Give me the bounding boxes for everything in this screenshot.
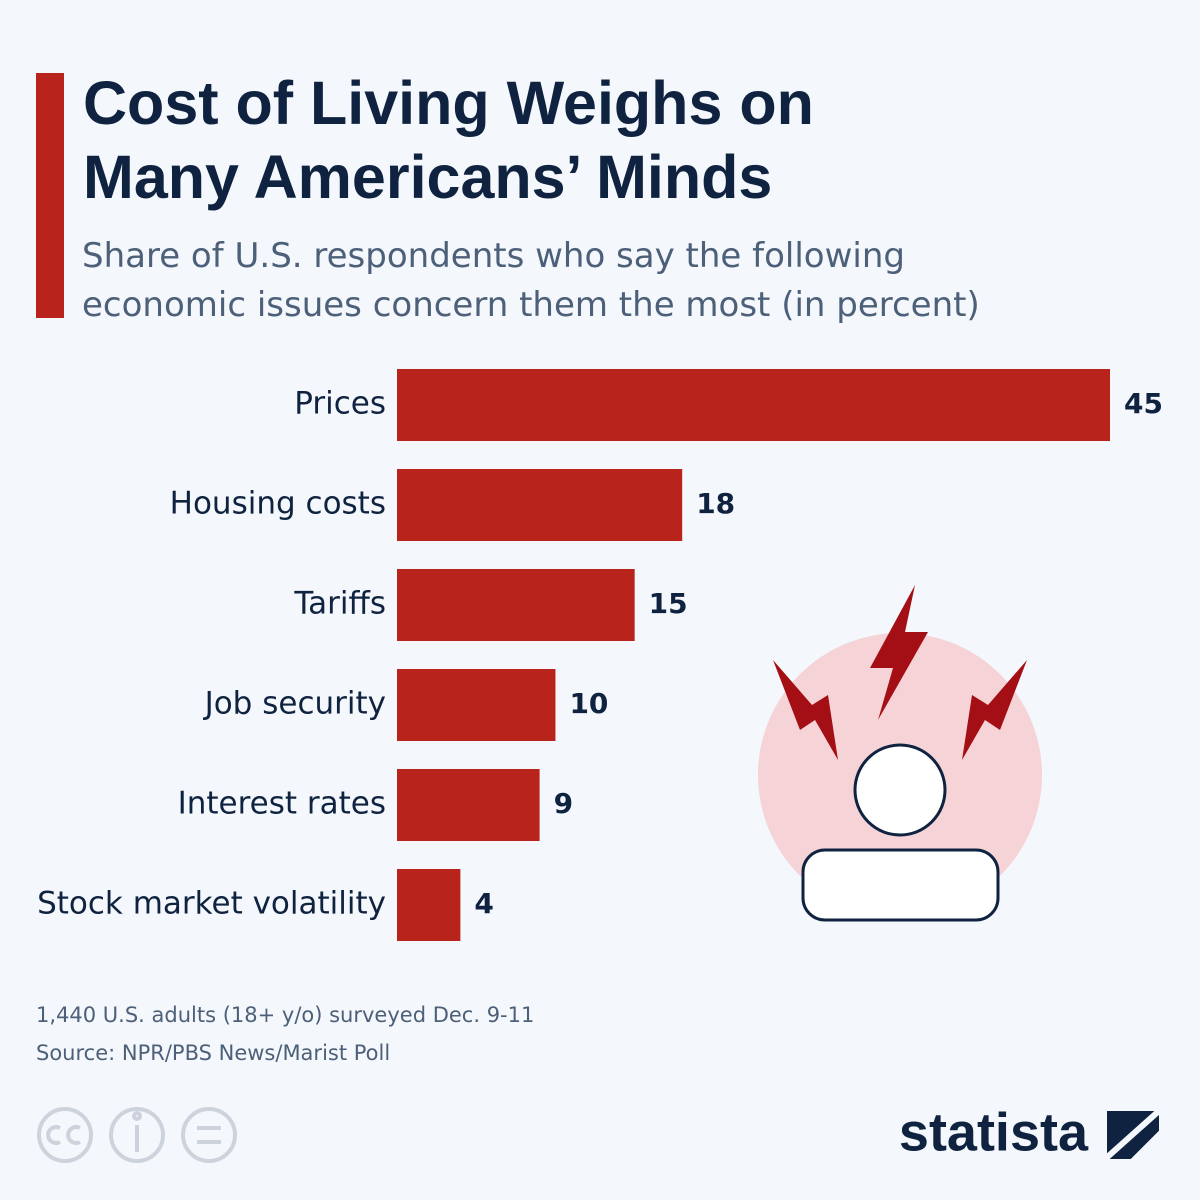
value-label: 10 xyxy=(569,687,608,720)
chart-subtitle: Share of U.S. respondents who say the fo… xyxy=(82,236,980,325)
bar xyxy=(397,669,556,741)
category-label: Interest rates xyxy=(178,786,386,822)
category-label: Tariffs xyxy=(293,586,386,622)
license-icons xyxy=(37,1107,237,1163)
bar xyxy=(397,469,683,541)
value-label: 15 xyxy=(649,587,688,620)
source: Source: NPR/PBS News/Marist Poll xyxy=(36,1041,390,1065)
chart-title: Cost of Living Weighs on Many Americans’… xyxy=(83,69,814,211)
logo: statista xyxy=(899,1102,1089,1162)
illustration xyxy=(758,585,1042,922)
value-label: 9 xyxy=(554,787,573,820)
bar xyxy=(397,369,1110,441)
value-label: 18 xyxy=(696,487,735,520)
category-label: Stock market volatility xyxy=(37,886,386,922)
bar xyxy=(397,769,540,841)
note: 1,440 U.S. adults (18+ y/o) surveyed Dec… xyxy=(36,1003,534,1027)
category-label: Job security xyxy=(203,686,386,722)
bar xyxy=(397,569,635,641)
accent-bar xyxy=(36,73,64,318)
category-label: Prices xyxy=(294,386,386,422)
value-label: 4 xyxy=(474,887,493,920)
value-label: 45 xyxy=(1124,387,1163,420)
logo-mark xyxy=(1101,1105,1165,1165)
bar xyxy=(397,869,461,941)
category-label: Housing costs xyxy=(170,486,386,522)
